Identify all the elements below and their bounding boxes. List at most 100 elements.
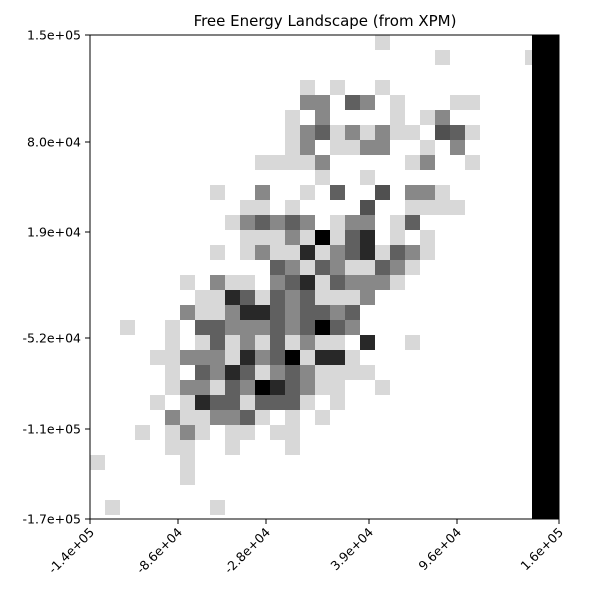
heatmap-cell: [315, 320, 330, 335]
heatmap-cell: [360, 140, 375, 155]
heatmap-cell: [435, 125, 450, 140]
heatmap-cell: [360, 365, 375, 380]
heatmap-cell: [240, 290, 255, 305]
heatmap-cell: [195, 425, 210, 440]
heatmap-cell: [285, 380, 300, 395]
heatmap-cell: [315, 335, 330, 350]
heatmap-cell: [405, 335, 420, 350]
heatmap-cell: [345, 140, 360, 155]
heatmap-cell: [330, 320, 345, 335]
heatmap-cell: [360, 230, 375, 245]
heatmap-cell: [390, 245, 405, 260]
heatmap-cell: [240, 380, 255, 395]
heatmap-cell: [285, 350, 300, 365]
x-tick-label: 3.9e+04: [327, 524, 376, 573]
heatmap-cell: [375, 35, 390, 50]
heatmap-cell: [345, 305, 360, 320]
heatmap-cell: [360, 170, 375, 185]
x-tick-label: -8.6e+04: [133, 524, 185, 576]
heatmap-cell: [330, 215, 345, 230]
heatmap-cell: [285, 410, 300, 425]
heatmap-cell: [285, 440, 300, 455]
heatmap-cell: [300, 95, 315, 110]
heatmap-cell: [315, 155, 330, 170]
heatmap-cell: [360, 290, 375, 305]
heatmap-cell: [195, 380, 210, 395]
heatmap-cell: [390, 110, 405, 125]
heatmap-cell: [345, 215, 360, 230]
heatmap-cell: [420, 110, 435, 125]
heatmap-cell: [315, 230, 330, 245]
heatmap-cell: [180, 440, 195, 455]
heatmap-cell: [255, 230, 270, 245]
heatmap-cell: [270, 230, 285, 245]
heatmap-cell: [345, 275, 360, 290]
x-tick-label: 1.6e+05: [517, 525, 566, 574]
heatmap-cell: [465, 95, 480, 110]
heatmap-cell: [345, 245, 360, 260]
heatmap-cell: [300, 350, 315, 365]
heatmap-cell: [255, 215, 270, 230]
heatmap-cell: [435, 185, 450, 200]
y-tick-label: 1.5e+05: [27, 28, 81, 43]
heatmap-cell: [420, 155, 435, 170]
heatmap-cell: [270, 155, 285, 170]
heatmap-cell: [345, 290, 360, 305]
heatmap-cell: [285, 425, 300, 440]
heatmap-cell: [330, 245, 345, 260]
heatmap-cell: [225, 305, 240, 320]
x-tick-label: -2.8e+04: [221, 524, 273, 576]
heatmap-cell: [330, 395, 345, 410]
heatmap-cell: [225, 335, 240, 350]
heatmap-cell: [345, 260, 360, 275]
heatmap-cell: [255, 200, 270, 215]
heatmap-cell: [315, 110, 330, 125]
heatmap-cell: [390, 95, 405, 110]
heatmap-cell: [360, 245, 375, 260]
heatmap-cell: [195, 365, 210, 380]
heatmap-cell: [240, 425, 255, 440]
heatmap-cell: [300, 230, 315, 245]
heatmap-cell: [240, 320, 255, 335]
heatmap-cell: [165, 410, 180, 425]
heatmap-cell: [240, 350, 255, 365]
heatmap-cell: [420, 200, 435, 215]
heatmap-cell: [330, 275, 345, 290]
heatmap-cell: [270, 305, 285, 320]
heatmap-cell: [270, 275, 285, 290]
heatmap-cell: [210, 500, 225, 515]
heatmap-cell: [240, 365, 255, 380]
heatmap-cell: [375, 185, 390, 200]
heatmap-cell: [270, 365, 285, 380]
heatmap-cell: [240, 215, 255, 230]
heatmap-cell: [300, 290, 315, 305]
heatmap-cells: [90, 35, 559, 519]
heatmap-cell: [300, 260, 315, 275]
heatmap-cell: [210, 305, 225, 320]
heatmap-cell: [300, 305, 315, 320]
heatmap-cell: [240, 245, 255, 260]
heatmap-cell: [330, 260, 345, 275]
heatmap-cell: [180, 275, 195, 290]
heatmap-cell: [315, 170, 330, 185]
heatmap-cell: [270, 320, 285, 335]
heatmap-cell: [195, 410, 210, 425]
heatmap-cell: [255, 365, 270, 380]
heatmap-cell: [285, 305, 300, 320]
heatmap-cell: [360, 125, 375, 140]
heatmap-cell: [360, 215, 375, 230]
heatmap-cell: [285, 260, 300, 275]
heatmap-cell: [285, 125, 300, 140]
heatmap-cell: [405, 200, 420, 215]
heatmap-cell: [375, 275, 390, 290]
heatmap-cell: [255, 410, 270, 425]
heatmap-cell: [240, 335, 255, 350]
heatmap-cell: [360, 275, 375, 290]
heatmap-cell: [225, 395, 240, 410]
heatmap-cell: [210, 275, 225, 290]
heatmap-cell: [240, 410, 255, 425]
heatmap-cell: [405, 245, 420, 260]
heatmap-cell: [195, 305, 210, 320]
heatmap-cell: [360, 260, 375, 275]
heatmap-cell: [210, 320, 225, 335]
